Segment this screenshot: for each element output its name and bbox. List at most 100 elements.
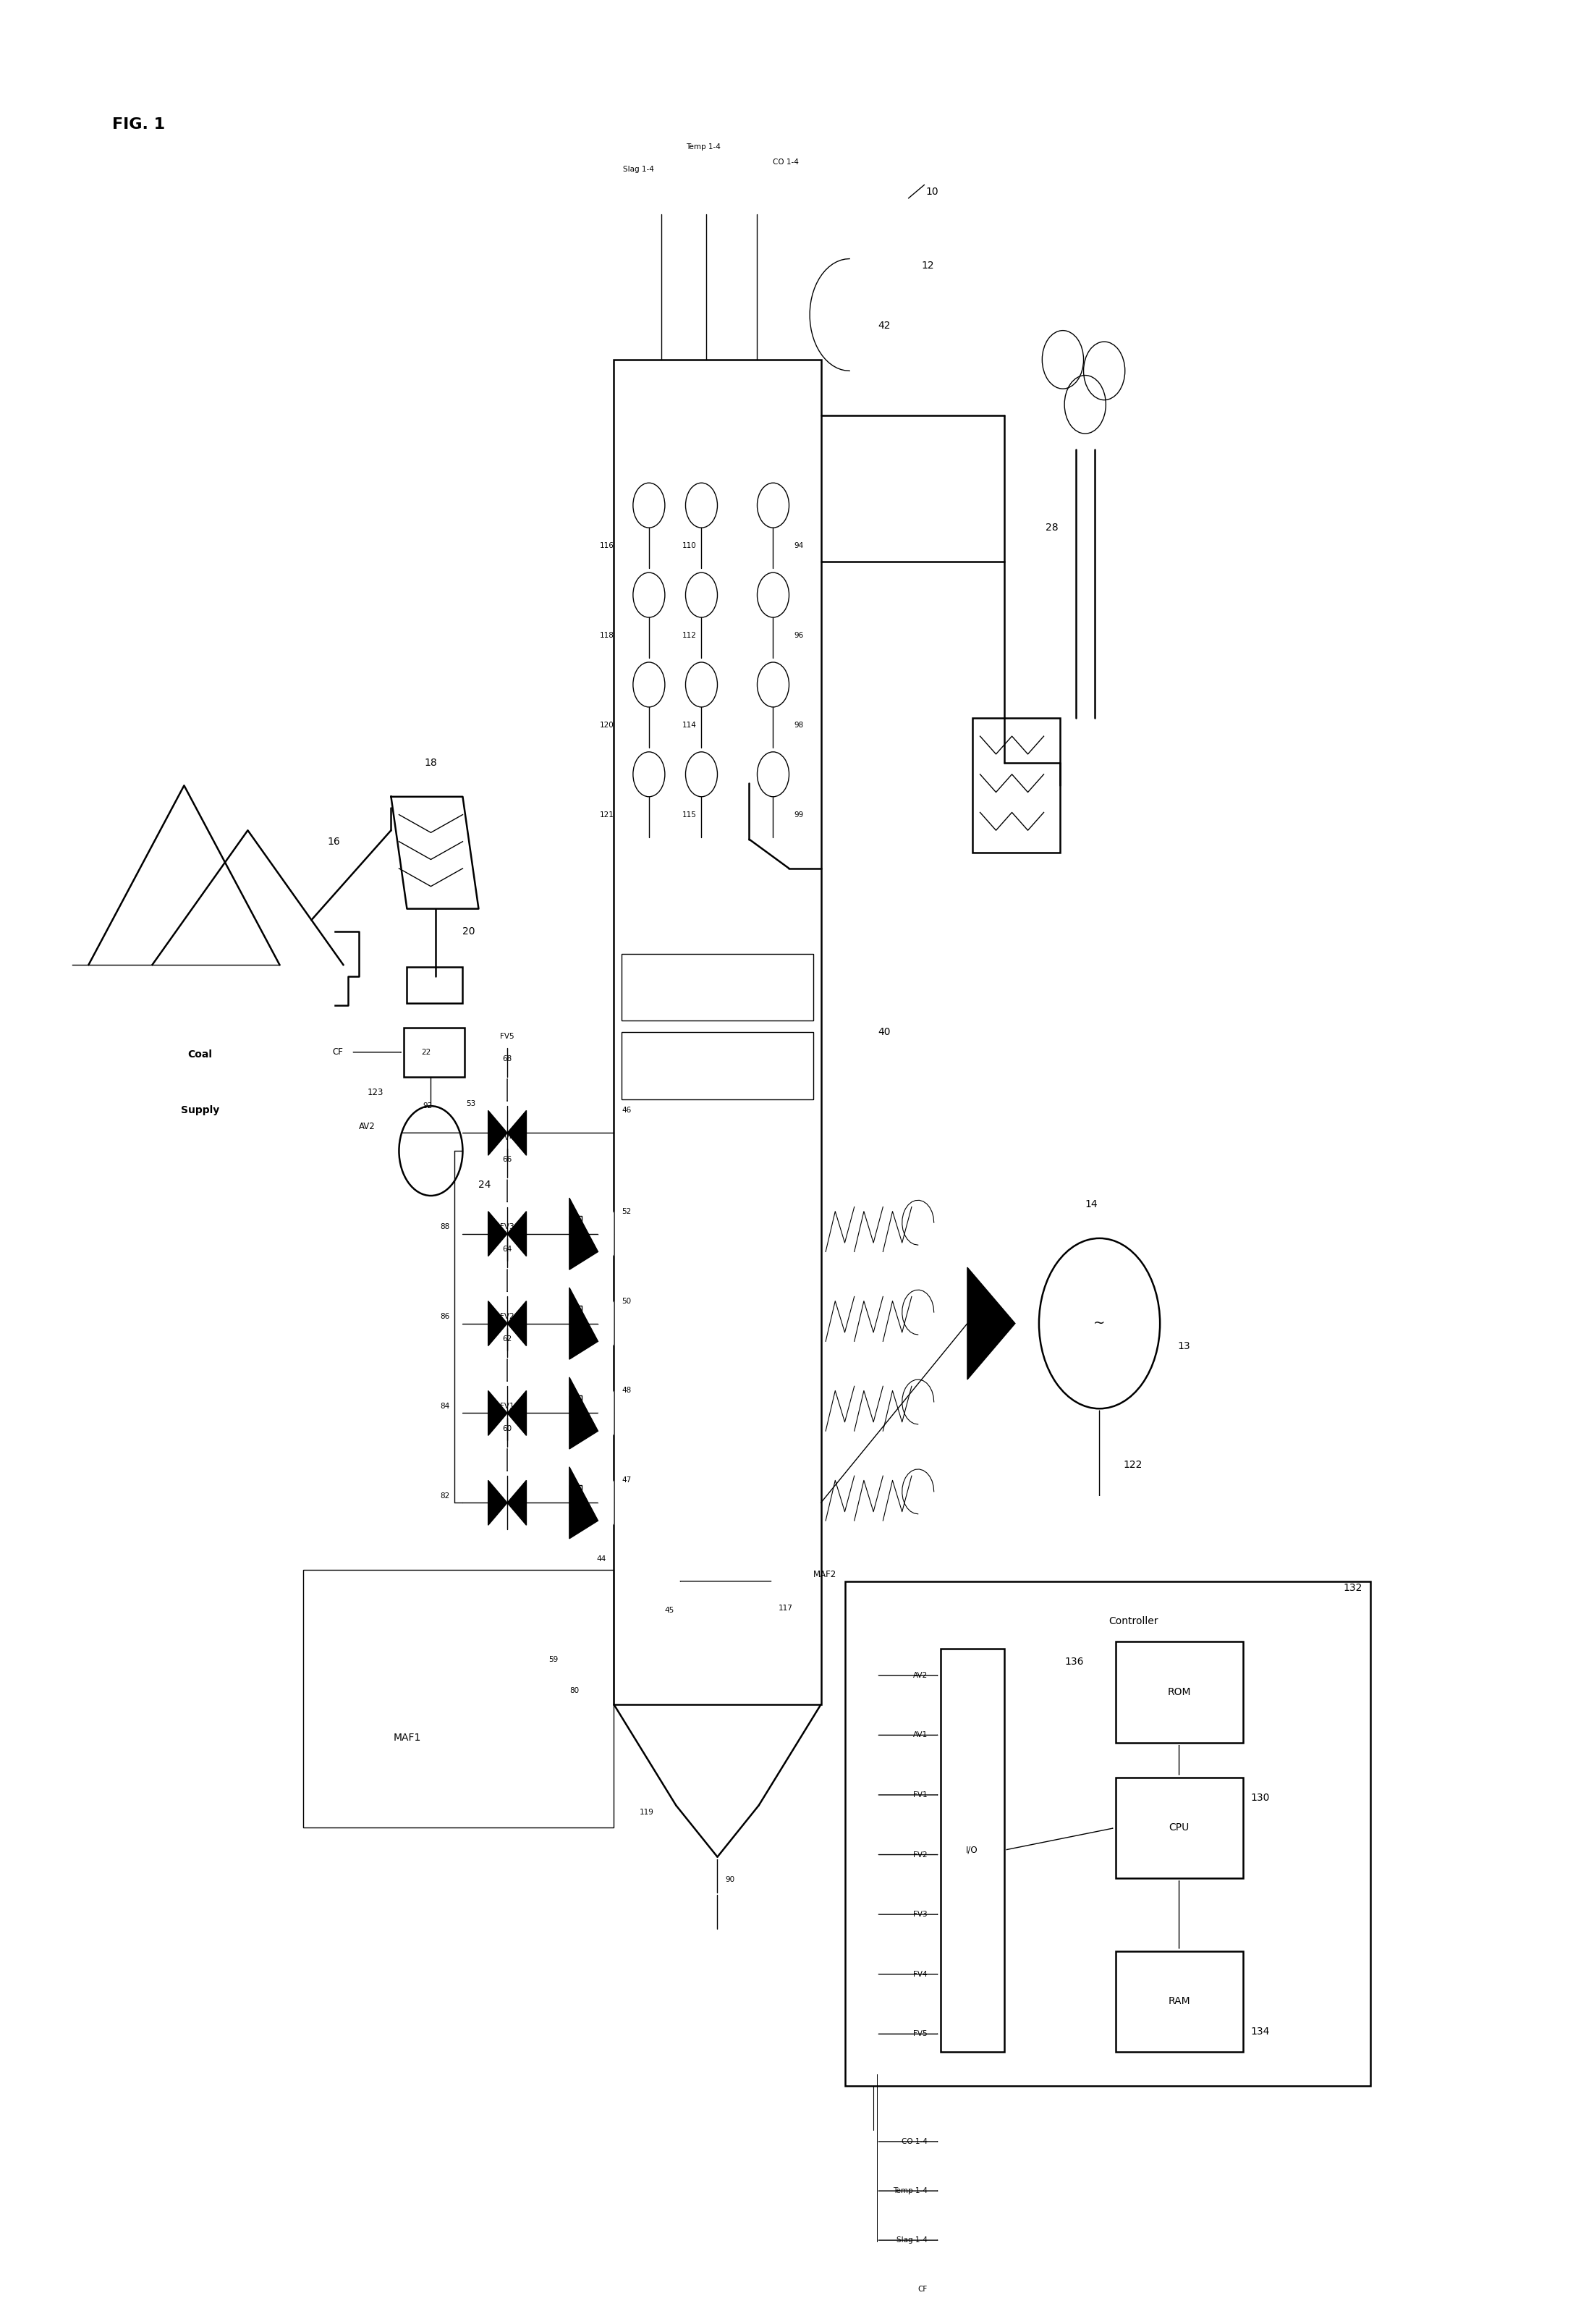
- Text: CO 1-4: CO 1-4: [773, 158, 799, 165]
- Text: 47: 47: [622, 1476, 631, 1485]
- Text: ~: ~: [1093, 1318, 1105, 1329]
- Text: 59: 59: [548, 1657, 558, 1664]
- Text: FV1: FV1: [913, 1792, 928, 1799]
- Polygon shape: [488, 1390, 507, 1436]
- Polygon shape: [598, 1301, 614, 1346]
- Text: 24: 24: [478, 1178, 491, 1190]
- Text: CPU: CPU: [1168, 1822, 1189, 1834]
- Text: FIG. 1: FIG. 1: [113, 116, 166, 132]
- Bar: [614, 360, 821, 1703]
- Text: 114: 114: [682, 720, 697, 730]
- Text: 117: 117: [778, 1604, 794, 1613]
- Text: FV3: FV3: [501, 1222, 515, 1232]
- Bar: [622, 1032, 813, 1099]
- Bar: [569, 1215, 582, 1253]
- Text: 22: 22: [421, 1048, 430, 1055]
- Text: 121: 121: [599, 811, 614, 818]
- Text: Temp 1-4: Temp 1-4: [685, 144, 720, 151]
- Text: Slag 1-4: Slag 1-4: [896, 2236, 928, 2243]
- Text: 115: 115: [682, 811, 697, 818]
- Text: 84: 84: [440, 1404, 450, 1411]
- Text: 118: 118: [599, 632, 614, 639]
- Text: 44: 44: [596, 1555, 606, 1562]
- Text: 120: 120: [599, 720, 614, 730]
- Text: 94: 94: [794, 541, 803, 548]
- Text: Temp 1-4: Temp 1-4: [893, 2187, 928, 2194]
- Polygon shape: [507, 1111, 526, 1155]
- Text: 130: 130: [1251, 1792, 1270, 1803]
- Bar: [622, 953, 813, 1020]
- Text: 123: 123: [367, 1088, 383, 1097]
- Bar: [303, 1571, 614, 1827]
- Bar: [406, 967, 462, 1004]
- Text: Slag 1-4: Slag 1-4: [623, 165, 654, 172]
- Text: FV5: FV5: [501, 1032, 515, 1041]
- Text: 68: 68: [502, 1055, 512, 1062]
- Text: 90: 90: [725, 1875, 735, 1882]
- Text: 96: 96: [794, 632, 803, 639]
- Polygon shape: [488, 1301, 507, 1346]
- Text: 86: 86: [440, 1313, 450, 1320]
- Text: 136: 136: [1065, 1657, 1084, 1666]
- Polygon shape: [507, 1390, 526, 1436]
- Text: 62: 62: [502, 1336, 512, 1343]
- Text: 92: 92: [422, 1102, 432, 1109]
- Bar: [845, 1580, 1371, 2085]
- Text: 28: 28: [1046, 523, 1058, 532]
- Text: AV2: AV2: [359, 1122, 375, 1132]
- Text: 18: 18: [424, 758, 437, 769]
- Bar: [1116, 1641, 1243, 1743]
- Text: 122: 122: [1124, 1459, 1143, 1469]
- Polygon shape: [598, 1390, 614, 1436]
- Text: CF: CF: [333, 1048, 343, 1057]
- Text: FV3: FV3: [913, 1910, 928, 1917]
- Polygon shape: [569, 1197, 598, 1269]
- Text: 132: 132: [1344, 1583, 1363, 1592]
- Text: FV2: FV2: [913, 1850, 928, 1859]
- Text: 99: 99: [794, 811, 803, 818]
- Text: 10: 10: [926, 186, 939, 198]
- Text: FV1: FV1: [501, 1404, 515, 1411]
- Polygon shape: [569, 1466, 598, 1538]
- Text: 50: 50: [622, 1297, 631, 1304]
- Text: ROM: ROM: [1167, 1687, 1191, 1697]
- Text: 88: 88: [440, 1222, 450, 1232]
- Text: 46: 46: [622, 1106, 631, 1113]
- Text: 48: 48: [622, 1387, 631, 1394]
- Text: CO 1-4: CO 1-4: [902, 2138, 928, 2145]
- Text: I/O: I/O: [966, 1845, 979, 1855]
- Text: 112: 112: [682, 632, 697, 639]
- Text: FV2: FV2: [501, 1313, 515, 1320]
- Text: 66: 66: [502, 1157, 512, 1164]
- Text: 45: 45: [665, 1606, 674, 1613]
- Polygon shape: [569, 1378, 598, 1448]
- Text: AV1: AV1: [913, 1731, 928, 1738]
- Text: 52: 52: [622, 1208, 631, 1215]
- Bar: [403, 1027, 464, 1076]
- Text: 119: 119: [639, 1808, 654, 1815]
- Text: 80: 80: [569, 1687, 579, 1694]
- Polygon shape: [488, 1480, 507, 1525]
- Text: 42: 42: [878, 321, 891, 330]
- Text: 12: 12: [921, 260, 934, 270]
- Bar: [972, 718, 1060, 853]
- Polygon shape: [507, 1211, 526, 1257]
- Polygon shape: [569, 1287, 598, 1360]
- Polygon shape: [968, 1267, 1015, 1380]
- Text: 82: 82: [440, 1492, 450, 1499]
- Bar: [569, 1394, 582, 1432]
- Text: 64: 64: [502, 1246, 512, 1253]
- Text: FV4: FV4: [913, 1971, 928, 1978]
- Text: Supply: Supply: [180, 1106, 220, 1116]
- Bar: [940, 1648, 1004, 2052]
- Text: 40: 40: [878, 1027, 891, 1037]
- Polygon shape: [507, 1301, 526, 1346]
- Text: Coal: Coal: [188, 1050, 212, 1060]
- Text: 14: 14: [1086, 1199, 1098, 1211]
- Bar: [1116, 1778, 1243, 1878]
- Text: FV5: FV5: [913, 2031, 928, 2038]
- Text: AV2: AV2: [913, 1671, 928, 1678]
- Text: 60: 60: [502, 1425, 512, 1432]
- Text: MAF2: MAF2: [813, 1569, 837, 1580]
- Bar: [1116, 1952, 1243, 2052]
